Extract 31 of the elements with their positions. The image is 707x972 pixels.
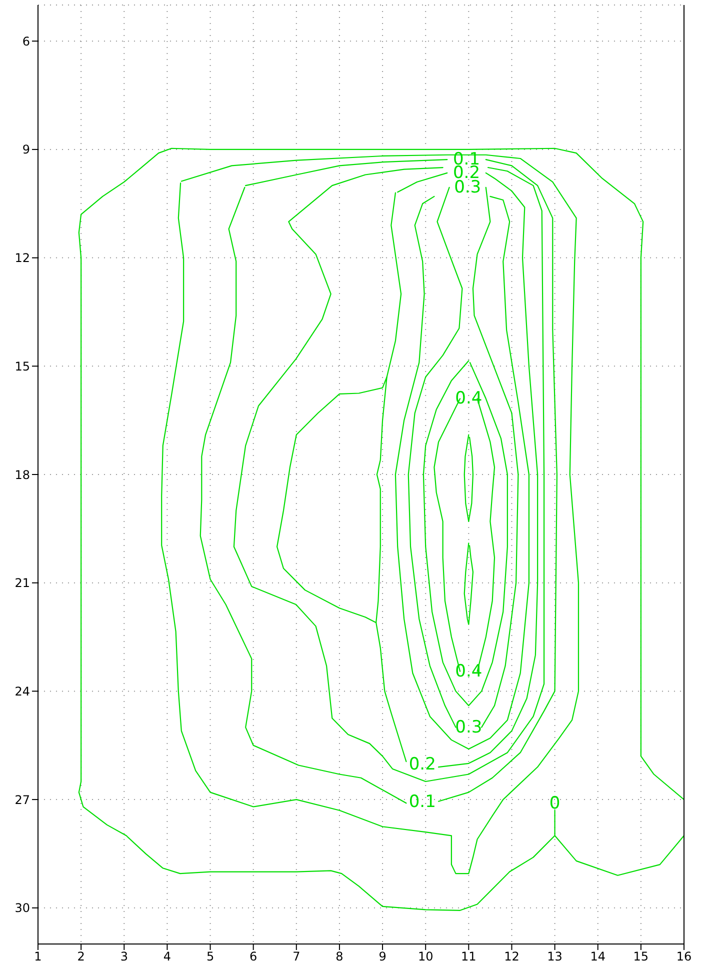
x-tick-label: 15 [633,950,649,964]
y-tick-label: 6 [22,34,30,48]
series-label: 0.3 [455,717,482,738]
y-tick-label: 18 [14,468,30,482]
x-tick-label: 8 [336,950,344,964]
y-tick-label: 9 [22,142,30,157]
y-tick-label: 21 [14,576,30,590]
x-tick-label: 4 [163,950,172,964]
x-tick-label: 11 [461,950,476,964]
x-tick-label: 9 [378,950,386,964]
x-tick-label: 12 [504,950,520,964]
x-tick-label: 16 [676,950,692,964]
x-tick-label: 1 [34,950,42,964]
y-tick-label: 24 [14,684,30,698]
x-tick-label: 3 [120,950,128,964]
x-tick-label: 2 [77,950,85,964]
x-tick-label: 5 [206,950,214,964]
y-tick-label: 12 [14,251,30,266]
x-tick-label: 6 [250,950,258,964]
series-label: 0.2 [408,754,436,774]
annotation: 0 [549,793,560,814]
x-tick-label: 7 [292,950,300,964]
x-tick-label: 13 [547,950,562,964]
text: 0.4 [455,661,482,682]
y-tick-label: 27 [14,792,30,807]
y-tick-label: 30 [14,901,30,916]
y-tick-label: 15 [14,359,30,374]
series-label: 0.1 [408,792,436,812]
x-tick-label: 10 [418,950,434,964]
series-label: 0.4 [455,388,482,409]
x-tick-label: 14 [590,950,606,964]
